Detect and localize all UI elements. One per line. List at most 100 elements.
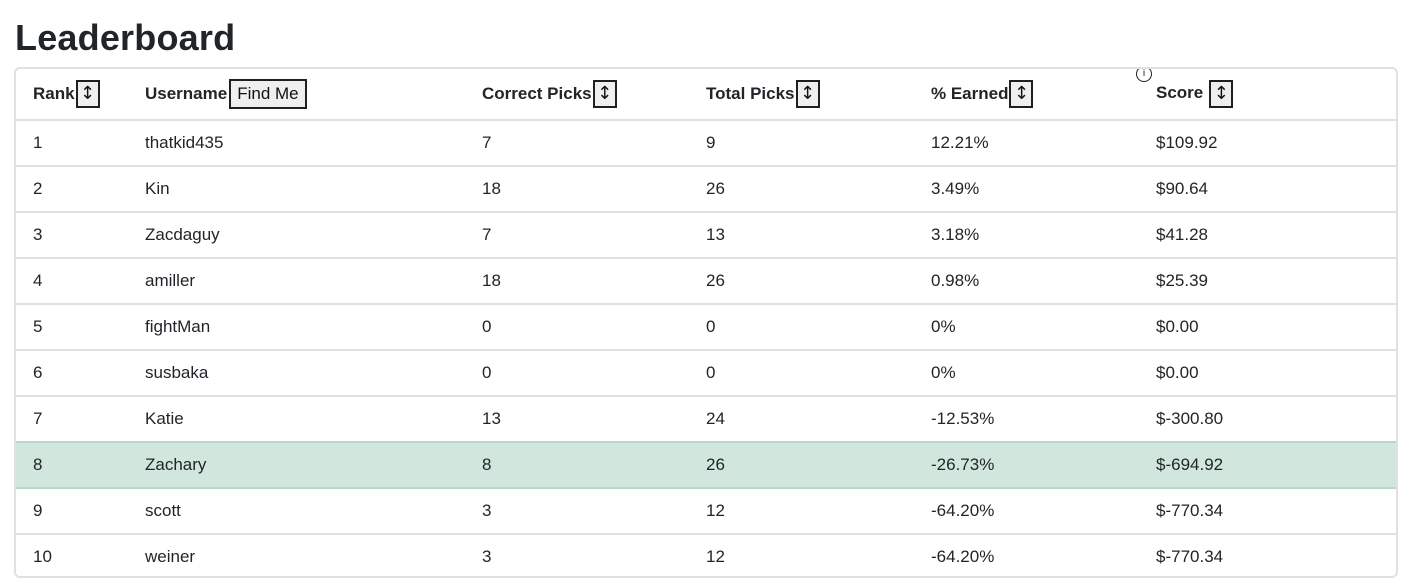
- cell-total-picks: 24: [689, 396, 914, 443]
- header-score: i Score ↕: [1136, 69, 1396, 121]
- table-row: 4 amiller 18 26 0.98% $25.39: [16, 258, 1396, 305]
- header-username: Username Find Me: [128, 69, 465, 121]
- sort-arrows-icon: ↕: [799, 83, 816, 104]
- cell-earned: 3.49%: [914, 166, 1139, 213]
- cell-username: susbaka: [128, 350, 465, 397]
- cell-total-picks: 12: [706, 547, 725, 566]
- header-correct-picks: Correct Picks ↕: [465, 69, 689, 121]
- cell-correct-picks: 18: [465, 166, 689, 213]
- header-rank-label: Rank: [33, 84, 75, 103]
- table-row: 3 Zacdaguy 7 13 3.18% $41.28: [16, 212, 1396, 259]
- sort-arrows-icon: ↕: [1213, 83, 1229, 104]
- table-header: Rank ↕ Username Find Me: [16, 69, 1396, 121]
- cell-rank: 9: [16, 488, 128, 535]
- header-earned-label: % Earned: [931, 84, 1009, 103]
- cell-rank: 8: [16, 442, 128, 489]
- cell-total-picks: 26: [689, 166, 914, 213]
- info-icon[interactable]: i: [1136, 69, 1152, 82]
- cell-username: fightMan: [128, 304, 465, 351]
- cell-earned: 12.21%: [914, 120, 1139, 167]
- table-row: 6 susbaka 0 0 0% $0.00: [16, 350, 1396, 397]
- sort-total-picks-button[interactable]: ↕: [795, 80, 820, 108]
- header-total-picks: Total Picks ↕: [689, 69, 914, 121]
- cell-username: Zachary: [128, 442, 465, 489]
- cell-total-picks: 9: [689, 120, 914, 167]
- cell-score: $-770.34: [1139, 488, 1396, 535]
- cell-correct-picks: 7: [465, 212, 689, 259]
- cell-earned: -64.20%: [931, 547, 995, 566]
- cell-rank: 6: [16, 350, 128, 397]
- cell-correct-picks: 7: [465, 120, 689, 167]
- cell-correct-picks: 8: [465, 442, 689, 489]
- table-row: 7 Katie 13 24 -12.53% $-300.80: [16, 396, 1396, 443]
- cell-total-picks: 13: [689, 212, 914, 259]
- table-body: 1 thatkid435 7 9 12.21% $109.92 2 Kin 18 26 3.49% $…: [16, 120, 1396, 576]
- cell-total-picks: 12: [689, 488, 914, 535]
- cell-correct-picks: 18: [465, 258, 689, 305]
- cell-total-picks: 26: [689, 442, 914, 489]
- header-username-label: Username: [145, 84, 228, 103]
- cell-earned: 0.98%: [914, 258, 1139, 305]
- table-row: 9 scott 3 12 -64.20% $-770.34: [16, 488, 1396, 535]
- header-earned: % Earned ↕: [914, 69, 1139, 121]
- cell-correct-picks: 0: [465, 304, 689, 351]
- cell-score: $-694.92: [1139, 442, 1396, 489]
- cell-correct-picks: 13: [465, 396, 689, 443]
- cell-earned: 0%: [914, 350, 1139, 397]
- header-rank: Rank ↕: [16, 69, 128, 121]
- header-score-label: Score: [1156, 83, 1204, 102]
- leaderboard-table-container: Rank ↕ Username Find Me: [14, 67, 1398, 578]
- cell-correct-picks: 3: [465, 488, 689, 535]
- page-title: Leaderboard: [15, 17, 236, 58]
- sort-arrows-icon: ↕: [597, 83, 613, 104]
- cell-rank: 2: [16, 166, 128, 213]
- cell-score: $-770.34: [1156, 547, 1224, 566]
- cell-total-picks: 26: [689, 258, 914, 305]
- cell-score: $90.64: [1139, 166, 1396, 213]
- cell-username: weiner: [145, 547, 196, 566]
- cell-username: thatkid435: [128, 120, 465, 167]
- cell-username: scott: [128, 488, 465, 535]
- cell-correct-picks: 3: [482, 547, 492, 566]
- header-row: Rank ↕ Username Find Me: [16, 69, 1396, 121]
- cell-correct-picks: 0: [465, 350, 689, 397]
- cell-score: $41.28: [1139, 212, 1396, 259]
- cell-score: $0.00: [1139, 350, 1396, 397]
- cell-total-picks: 0: [689, 350, 914, 397]
- sort-arrows-icon: ↕: [1013, 83, 1030, 104]
- cell-score: $0.00: [1139, 304, 1396, 351]
- cell-rank: 7: [16, 396, 128, 443]
- cell-score: $109.92: [1139, 120, 1396, 167]
- cell-total-picks: 0: [689, 304, 914, 351]
- cell-rank: 4: [16, 258, 128, 305]
- cell-earned: -26.73%: [914, 442, 1139, 489]
- table-row: 10 weiner 3 12 -64.20% $-770.34: [16, 534, 1396, 576]
- leaderboard-table: Rank ↕ Username Find Me: [16, 69, 1396, 576]
- cell-rank: 1: [16, 120, 128, 167]
- sort-rank-button[interactable]: ↕: [75, 80, 100, 108]
- sort-correct-picks-button[interactable]: ↕: [592, 80, 617, 108]
- cell-earned: 3.18%: [914, 212, 1139, 259]
- cell-username: Katie: [128, 396, 465, 443]
- cell-username: amiller: [128, 258, 465, 305]
- table-row: 5 fightMan 0 0 0% $0.00: [16, 304, 1396, 351]
- table-row: 1 thatkid435 7 9 12.21% $109.92: [16, 120, 1396, 167]
- cell-earned: 0%: [914, 304, 1139, 351]
- cell-earned: -12.53%: [914, 396, 1139, 443]
- sort-earned-button[interactable]: ↕: [1009, 80, 1034, 108]
- cell-username: Kin: [128, 166, 465, 213]
- table-row-current-user: 8 Zachary 8 26 -26.73% $-694.92: [16, 442, 1396, 489]
- cell-rank: 5: [16, 304, 128, 351]
- header-total-picks-label: Total Picks: [706, 84, 795, 103]
- table-row: 2 Kin 18 26 3.49% $90.64: [16, 166, 1396, 213]
- cell-rank: 10: [33, 547, 52, 566]
- sort-arrows-icon: ↕: [80, 83, 96, 104]
- sort-score-button[interactable]: ↕: [1209, 80, 1234, 108]
- cell-username: Zacdaguy: [128, 212, 465, 259]
- cell-score: $-300.80: [1139, 396, 1396, 443]
- cell-score: $25.39: [1139, 258, 1396, 305]
- header-correct-picks-label: Correct Picks: [482, 84, 592, 103]
- find-me-button[interactable]: Find Me: [229, 79, 307, 109]
- cell-rank: 3: [16, 212, 128, 259]
